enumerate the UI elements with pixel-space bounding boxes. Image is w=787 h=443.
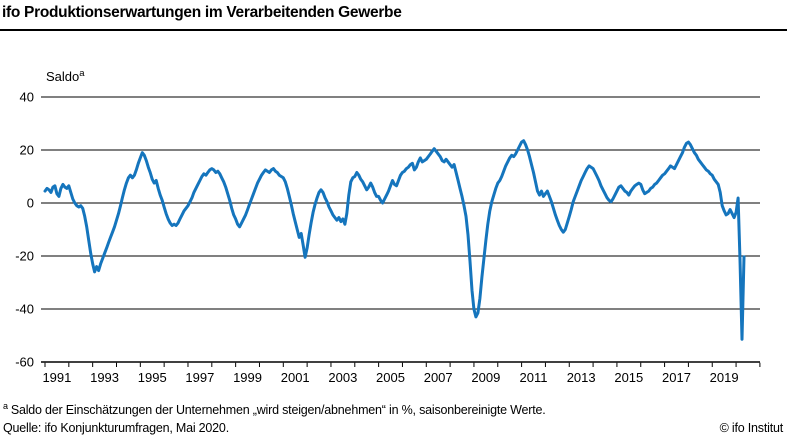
y-tick-label: 20 — [20, 143, 34, 158]
x-tick-label: 2001 — [281, 370, 310, 385]
x-tick-label: 1995 — [138, 370, 167, 385]
footnote-marker: a — [3, 401, 8, 411]
series-line — [43, 139, 746, 341]
gridlines — [41, 96, 760, 363]
x-tick-label: 1999 — [233, 370, 262, 385]
y-axis-unit-label: Saldoa — [46, 68, 85, 84]
y-tick-label: 40 — [20, 90, 34, 105]
source-text: Quelle: ifo Konjunkturumfragen, Mai 2020… — [3, 421, 229, 435]
x-tick-label: 2011 — [520, 370, 548, 385]
x-tick-label: 2007 — [424, 370, 453, 385]
x-tick-label: 1993 — [90, 370, 119, 385]
x-tick-label: 2003 — [328, 370, 357, 385]
x-axis-ticks — [44, 362, 761, 367]
chart-title: ifo Produktionserwartungen im Verarbeite… — [2, 4, 402, 21]
title-rule — [0, 29, 787, 31]
x-tick-label: 1991 — [42, 370, 71, 385]
x-tick-label: 1997 — [185, 370, 214, 385]
y-tick-label: -60 — [15, 355, 34, 370]
source-row: Quelle: ifo Konjunkturumfragen, Mai 2020… — [3, 421, 783, 435]
y-axis-labels: 40 20 0 -20 -40 -60 — [15, 90, 34, 370]
y-tick-label: -20 — [15, 249, 34, 264]
x-tick-label: 2005 — [376, 370, 405, 385]
footnote-text: Saldo der Einschätzungen der Unternehmen… — [10, 403, 546, 418]
x-tick-label: 2017 — [662, 370, 691, 385]
y-tick-label: 0 — [27, 196, 34, 211]
footnote: a Saldo der Einschätzungen der Unternehme… — [3, 401, 546, 417]
copyright-text: © ifo Institut — [719, 421, 784, 435]
x-tick-label: 2009 — [471, 370, 500, 385]
y-tick-label: -40 — [15, 302, 34, 317]
x-tick-label: 2013 — [567, 370, 596, 385]
x-tick-label: 2015 — [614, 370, 643, 385]
production-expectations-chart: 1991 1993 1995 1997 1999 2001 2003 2005 2007 2009… — [15, 68, 761, 385]
x-axis-labels: 1991 1993 1995 1997 1999 2001 2003 2005 2007 2009… — [42, 370, 738, 385]
x-tick-label: 2019 — [710, 370, 739, 385]
